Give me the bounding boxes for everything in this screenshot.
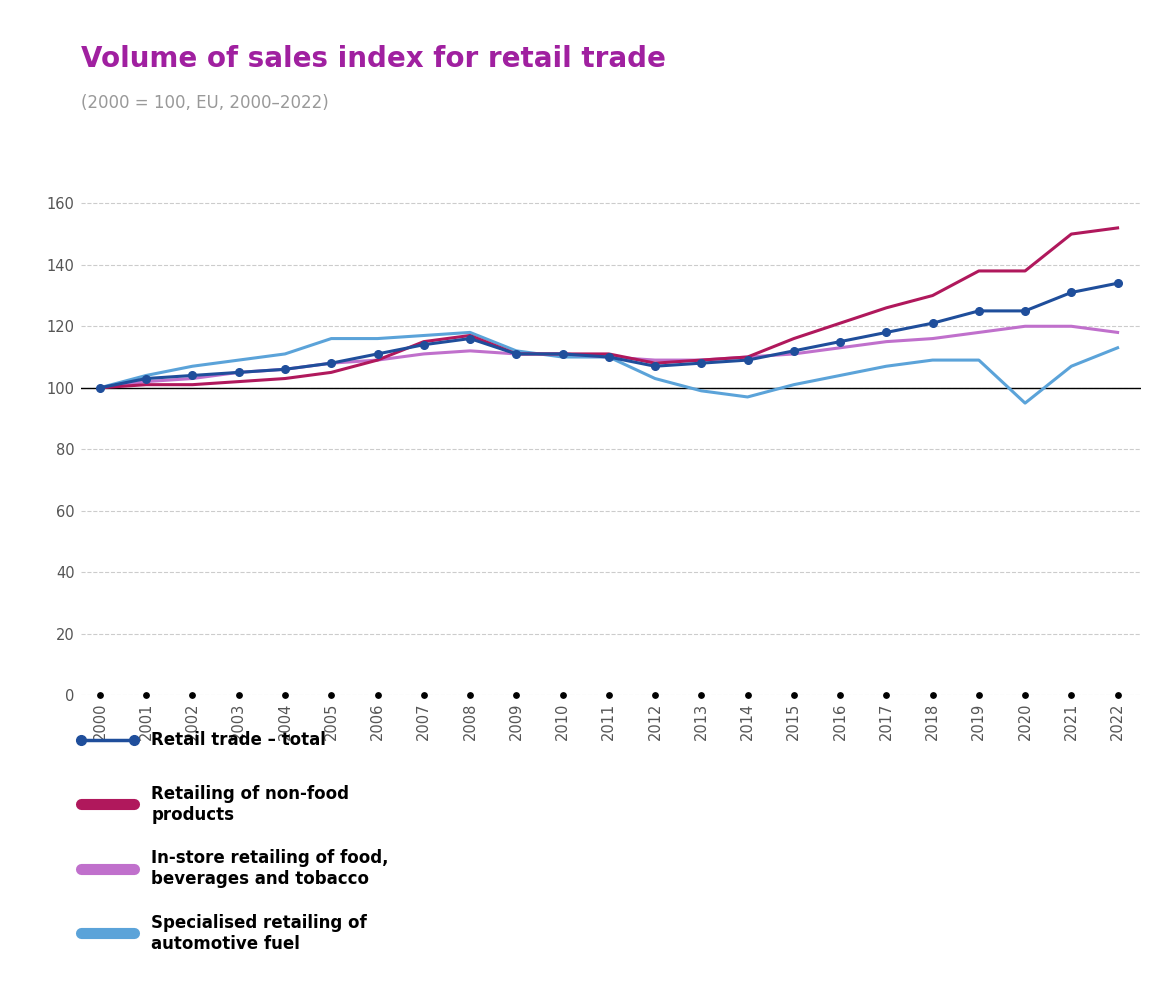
Point [1108,687,1127,703]
Point [831,687,850,703]
Text: Specialised retailing of
automotive fuel: Specialised retailing of automotive fuel [151,914,367,953]
Point [461,687,480,703]
Text: Volume of sales index for retail trade: Volume of sales index for retail trade [81,45,666,72]
Point [91,687,109,703]
Point [508,687,526,703]
Point [414,687,433,703]
Point [1062,687,1080,703]
Point [738,687,757,703]
Point [322,687,341,703]
Point [970,687,988,703]
Text: In-store retailing of food,
beverages and tobacco: In-store retailing of food, beverages an… [151,849,389,889]
Point [1016,687,1035,703]
Point [923,687,942,703]
Text: Retailing of non-food
products: Retailing of non-food products [151,784,349,824]
Point [876,687,895,703]
Point [368,687,386,703]
Point [785,687,803,703]
Point [646,687,665,703]
Point [599,687,618,703]
Text: Retail trade – total: Retail trade – total [151,731,326,749]
Point [691,687,710,703]
Point [553,687,572,703]
Point [229,687,248,703]
Text: (2000 = 100, EU, 2000–2022): (2000 = 100, EU, 2000–2022) [81,94,329,112]
Point [137,687,156,703]
Point [183,687,201,703]
Point [276,687,294,703]
